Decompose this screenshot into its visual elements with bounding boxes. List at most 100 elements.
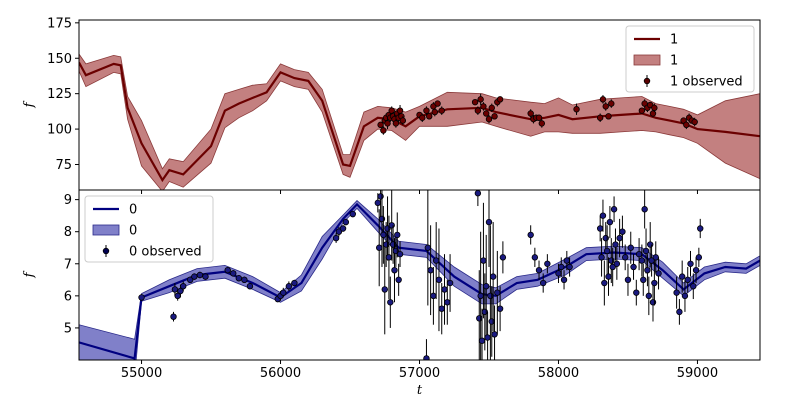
- legend: 0 0 0 observed: [84, 195, 214, 263]
- observed-point: [599, 212, 607, 219]
- top-panel: 75 100 125 150 175 f 1 1 1 observed: [22, 16, 761, 194]
- observed-point: [535, 114, 543, 121]
- legend-band-swatch: [633, 54, 661, 66]
- y-tick-label: 100: [47, 123, 72, 138]
- observed-point: [378, 215, 386, 223]
- observed-point: [638, 107, 646, 114]
- legend-frame: [625, 25, 755, 93]
- observed-point: [527, 110, 534, 117]
- observed-point: [638, 257, 646, 264]
- observed-point: [424, 244, 432, 251]
- observed-point: [434, 100, 441, 107]
- observed-point: [285, 283, 293, 290]
- legend-marker-swatch: [643, 77, 651, 85]
- observed-point: [394, 231, 401, 239]
- observed-point: [647, 241, 654, 248]
- observed-point: [652, 254, 659, 261]
- y-tick-label: 6: [64, 289, 72, 304]
- observed-point: [480, 103, 487, 110]
- legend-band-swatch: [92, 224, 120, 236]
- observed-point: [339, 225, 347, 232]
- observed-point: [478, 337, 486, 344]
- observed-point: [683, 121, 690, 129]
- observed-point: [645, 292, 653, 300]
- observed-point: [427, 266, 434, 274]
- observed-point: [389, 241, 397, 248]
- observed-point: [491, 113, 498, 120]
- x-tick-label: 57000: [399, 366, 440, 381]
- x-tick-label: 59000: [677, 366, 718, 381]
- observed-point: [426, 113, 433, 120]
- observed-point: [527, 231, 534, 239]
- observed-point: [481, 308, 489, 316]
- observed-point: [388, 222, 395, 229]
- observed-point: [538, 120, 546, 127]
- observed-point: [605, 273, 612, 280]
- observed-point: [380, 231, 387, 239]
- observed-point: [196, 271, 204, 279]
- observed-point: [596, 114, 604, 121]
- legend-label: 0 observed: [129, 245, 202, 260]
- observed-point: [385, 254, 393, 261]
- confidence-band: [79, 200, 760, 360]
- y-tick-label: 5: [64, 321, 72, 336]
- y-axis-label: f: [22, 100, 37, 108]
- observed-point: [596, 225, 604, 232]
- observed-point: [641, 206, 648, 213]
- observed-point: [477, 292, 484, 300]
- observed-point: [349, 210, 356, 218]
- observed-point: [655, 270, 662, 277]
- legend: 1 1 1 observed: [625, 25, 755, 93]
- observed-point: [438, 305, 445, 312]
- observed-point: [342, 218, 350, 226]
- confidence-band: [79, 53, 760, 190]
- observed-point: [399, 117, 407, 124]
- observed-point: [602, 234, 609, 242]
- observed-point: [681, 292, 689, 300]
- observed-point: [280, 289, 287, 296]
- observed-point: [335, 228, 343, 235]
- y-axis-label: f: [22, 270, 37, 278]
- model-line: [79, 202, 760, 360]
- observed-point: [384, 120, 391, 127]
- observed-point: [603, 247, 611, 255]
- observed-point: [446, 279, 454, 287]
- observed-point: [377, 121, 384, 129]
- observed-point: [235, 275, 243, 282]
- observed-point: [563, 257, 571, 264]
- observed-point: [608, 257, 615, 264]
- plot-area: [79, 53, 760, 190]
- observed-point: [640, 276, 647, 284]
- observed-point: [496, 305, 504, 312]
- observed-point: [441, 286, 448, 293]
- y-tick-label: 9: [64, 193, 72, 208]
- observed-point: [431, 108, 438, 116]
- observed-point: [377, 193, 384, 200]
- observed-point: [544, 260, 551, 267]
- legend-label: 0: [129, 203, 137, 218]
- observed-point: [230, 270, 237, 277]
- x-tick-label: 58000: [538, 366, 579, 381]
- observed-point: [684, 276, 691, 284]
- observed-point: [673, 289, 680, 296]
- legend-label: 1: [670, 54, 678, 69]
- observed-point: [391, 266, 398, 274]
- observed-point: [678, 273, 686, 280]
- observed-point: [477, 96, 484, 103]
- observed-point: [476, 315, 483, 322]
- observed-point: [138, 294, 145, 301]
- legend-marker-swatch: [102, 247, 110, 255]
- observed-point: [432, 257, 440, 264]
- observed-point: [692, 266, 700, 274]
- observed-point: [180, 283, 187, 290]
- observed-point: [649, 299, 657, 306]
- observed-point: [392, 120, 400, 127]
- observed-point: [697, 225, 704, 232]
- x-axis-label: t: [417, 383, 423, 398]
- observed-point: [488, 104, 495, 112]
- bottom-panel: 5 6 7 8 9 55000 56000 57000 58000 59000 f t 0 0 0 obse…: [22, 189, 761, 398]
- observed-point: [651, 104, 658, 112]
- observed-point: [635, 250, 643, 258]
- observed-point: [480, 257, 487, 264]
